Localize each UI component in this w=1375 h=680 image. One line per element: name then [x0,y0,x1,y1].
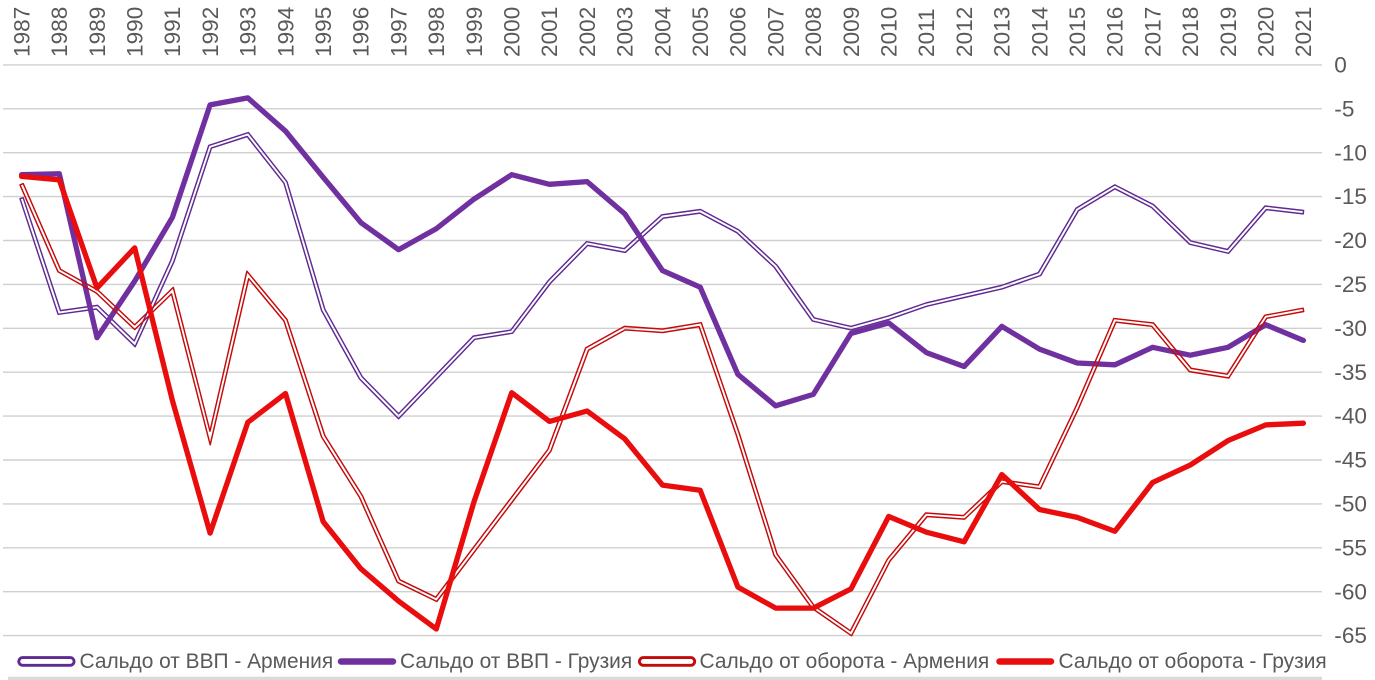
svg-text:-20: -20 [1334,228,1367,253]
svg-text:-5: -5 [1334,96,1354,121]
svg-text:1989: 1989 [85,7,110,57]
svg-text:2018: 2018 [1178,7,1203,57]
svg-text:1999: 1999 [462,7,487,57]
svg-text:-40: -40 [1334,404,1367,429]
svg-text:Сальдо от оборота - Грузия: Сальдо от оборота - Грузия [1059,650,1327,673]
svg-text:2002: 2002 [575,7,600,57]
svg-text:-25: -25 [1334,272,1367,297]
svg-text:2011: 2011 [914,8,939,57]
svg-text:2008: 2008 [801,7,826,57]
svg-text:-10: -10 [1334,140,1367,165]
svg-text:2007: 2007 [763,7,788,57]
svg-text:2010: 2010 [877,7,902,57]
svg-text:1988: 1988 [47,7,72,57]
svg-text:Сальдо от ВВП - Армения: Сальдо от ВВП - Армения [80,650,334,673]
svg-text:2017: 2017 [1140,7,1165,57]
svg-text:-55: -55 [1334,535,1367,560]
svg-text:1994: 1994 [273,7,298,57]
svg-text:0: 0 [1334,53,1347,78]
svg-text:1995: 1995 [311,7,336,57]
svg-text:2003: 2003 [613,7,638,57]
svg-text:1998: 1998 [424,7,449,57]
svg-text:2004: 2004 [650,7,675,57]
svg-text:2000: 2000 [500,7,525,57]
svg-text:2013: 2013 [990,7,1015,57]
svg-text:1990: 1990 [123,7,148,57]
svg-text:1992: 1992 [198,7,223,57]
svg-text:2021: 2021 [1291,7,1316,57]
svg-text:-15: -15 [1334,184,1367,209]
svg-text:2015: 2015 [1065,7,1090,57]
svg-text:2014: 2014 [1027,7,1052,57]
svg-text:2016: 2016 [1103,7,1128,57]
svg-text:1991: 1991 [160,7,185,57]
svg-text:1996: 1996 [349,7,374,57]
svg-text:2012: 2012 [952,7,977,57]
svg-text:2006: 2006 [726,7,751,57]
svg-text:2020: 2020 [1254,7,1279,57]
svg-text:-50: -50 [1334,492,1367,517]
svg-text:-35: -35 [1334,360,1367,385]
svg-text:2005: 2005 [688,7,713,57]
svg-text:-65: -65 [1334,623,1367,648]
svg-text:-45: -45 [1334,448,1367,473]
svg-text:-60: -60 [1334,579,1367,604]
svg-text:2009: 2009 [839,7,864,57]
svg-text:Сальдо от оборота - Армения: Сальдо от оборота - Армения [700,650,990,673]
svg-text:2001: 2001 [537,7,562,57]
svg-text:1987: 1987 [9,7,34,57]
svg-text:-30: -30 [1334,316,1367,341]
svg-text:Сальдо от ВВП - Грузия: Сальдо от ВВП - Грузия [400,650,632,673]
svg-text:1997: 1997 [386,7,411,57]
svg-text:1993: 1993 [236,7,261,57]
svg-text:2019: 2019 [1216,7,1241,57]
